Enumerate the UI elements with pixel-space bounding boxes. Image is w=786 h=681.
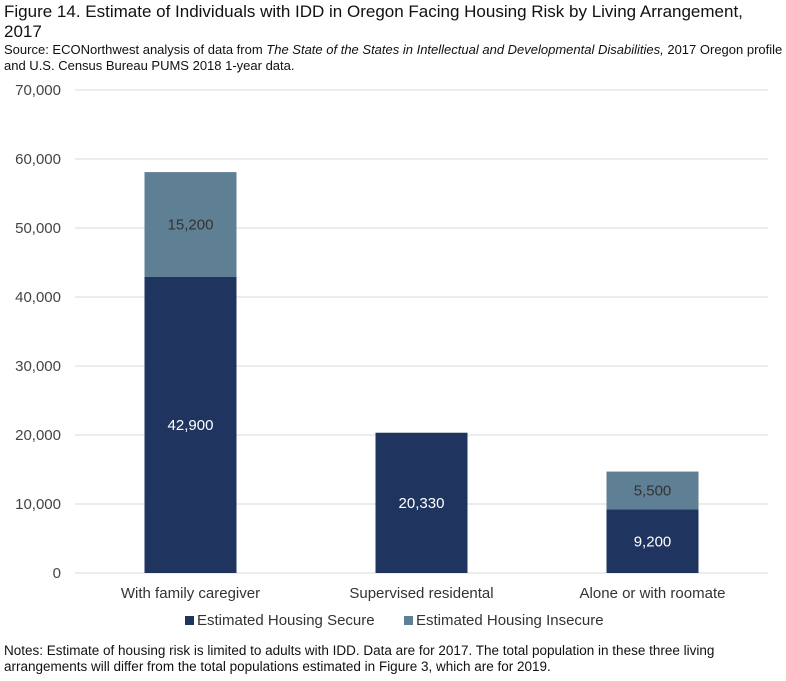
legend: Estimated Housing Secure Estimated Housin…	[185, 612, 604, 629]
y-tick-label: 60,000	[15, 151, 61, 168]
y-tick-label: 0	[53, 565, 61, 582]
data-label: 42,900	[168, 417, 214, 434]
legend-label: Estimated Housing Secure	[197, 612, 375, 629]
x-category-label: Supervised residental	[349, 585, 493, 602]
data-label: 5,500	[634, 483, 672, 500]
chart-title: Figure 14. Estimate of Individuals with …	[4, 2, 743, 41]
y-tick-label: 50,000	[15, 220, 61, 237]
bar-segment-insecure	[606, 471, 699, 510]
legend-swatch	[404, 616, 413, 625]
bar-segment-insecure	[144, 172, 237, 277]
legend-label: Estimated Housing Insecure	[416, 612, 604, 629]
y-tick-label: 70,000	[15, 82, 61, 99]
bar-segment-secure	[375, 432, 468, 573]
source-italic: The State of the States in Intellectual …	[266, 42, 664, 57]
source-suffix: 2017 Oregon profile and U.S. Census Bure…	[4, 42, 783, 73]
x-category-label: Alone or with roomate	[580, 585, 726, 602]
source-prefix: Source: ECONorthwest analysis of data fr…	[4, 42, 267, 57]
y-tick-label: 10,000	[15, 496, 61, 513]
chart-notes: Notes: Estimate of housing risk is limit…	[4, 643, 715, 674]
y-tick-label: 20,000	[15, 427, 61, 444]
chart-source: Source: ECONorthwest analysis of data fr…	[4, 42, 784, 74]
bar-chart: 0 10,000 20,000 30,000 40,000 50,000 60,000 70,…	[15, 82, 768, 629]
legend-swatch	[185, 616, 194, 625]
bar-segment-secure	[606, 509, 699, 573]
data-label: 15,200	[168, 217, 214, 234]
data-label: 20,330	[399, 495, 445, 512]
data-label: 9,200	[634, 533, 672, 550]
y-tick-label: 30,000	[15, 358, 61, 375]
x-category-label: With family caregiver	[121, 585, 260, 602]
y-axis-ticks: 0 10,000 20,000 30,000 40,000 50,000 60,000 70,…	[15, 82, 61, 582]
x-axis-categories: With family caregiver Supervised resident…	[121, 585, 726, 602]
bar-segment-secure	[144, 276, 237, 573]
y-tick-label: 40,000	[15, 289, 61, 306]
bars: 42,900 15,200 20,330 9,200 5,500	[144, 172, 699, 573]
